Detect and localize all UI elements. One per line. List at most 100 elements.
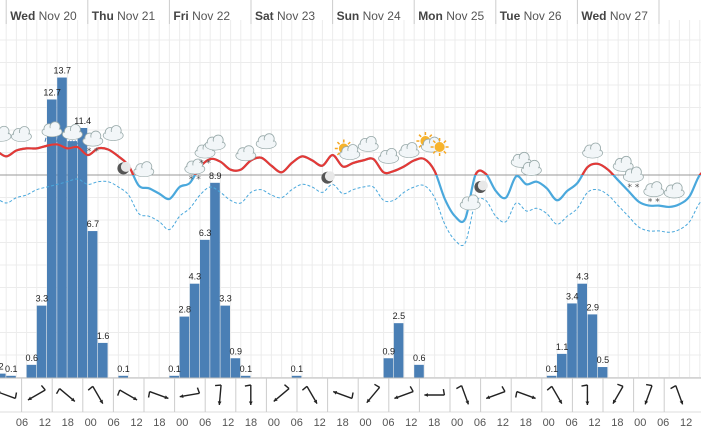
wind-barb xyxy=(215,384,222,387)
rain-drop xyxy=(44,137,47,142)
wind-head xyxy=(558,399,562,404)
wind-head xyxy=(486,395,491,400)
precip-value-label: 6.7 xyxy=(87,219,100,229)
wind-head xyxy=(465,400,470,405)
snow-cloud-icon: * * xyxy=(82,130,104,157)
rain-drop xyxy=(56,137,59,142)
day-label: Mon Nov 25 xyxy=(418,9,484,23)
cloud-part xyxy=(379,154,398,164)
hour-label: 18 xyxy=(611,417,623,429)
sun-ray xyxy=(432,150,436,154)
sun-core xyxy=(434,142,445,153)
snow-flakes: * * xyxy=(648,198,660,208)
moon-shape xyxy=(324,171,335,182)
wind-barb xyxy=(645,383,653,387)
hour-label: 18 xyxy=(428,417,440,429)
day-date: Nov 23 xyxy=(277,9,315,23)
cloud-part xyxy=(665,189,684,198)
cloud-part xyxy=(461,201,480,210)
rain-drop xyxy=(50,137,53,142)
precip-value-label: 0.1 xyxy=(168,364,181,374)
precip-bar xyxy=(546,375,557,378)
wind-barb xyxy=(284,384,290,390)
wind-barb xyxy=(147,391,151,398)
precip-value-label: 0.9 xyxy=(229,346,242,356)
day-name: Mon xyxy=(418,9,446,23)
precip-bar xyxy=(36,305,47,378)
day-label: Wed Nov 20 xyxy=(10,9,77,23)
precip-value-label: 4.3 xyxy=(576,272,589,282)
hour-label: 06 xyxy=(474,417,486,429)
hour-label: 00 xyxy=(543,417,555,429)
precip-value-label: 0.1 xyxy=(117,364,130,374)
cloud-part xyxy=(195,149,215,158)
precip-value-label: 13.7 xyxy=(54,66,72,76)
wind-head xyxy=(613,399,617,404)
moon-shape xyxy=(477,180,488,191)
moon-icon xyxy=(474,180,488,193)
precip-bar xyxy=(47,99,57,378)
precip-bar xyxy=(220,305,230,378)
sun-ray xyxy=(443,150,447,154)
wind-barb xyxy=(546,385,553,391)
wind-head xyxy=(531,395,536,400)
hour-label: 12 xyxy=(39,417,51,429)
precip-bar xyxy=(179,316,190,378)
cloud-icon xyxy=(582,142,603,159)
precip-bar xyxy=(26,364,37,378)
wind-arrow-icon xyxy=(515,390,536,400)
precip-value-label: 0.6 xyxy=(413,353,426,363)
day-label: Wed Nov 27 xyxy=(581,9,648,23)
day-name: Wed xyxy=(581,9,609,23)
precip-bar xyxy=(0,373,6,378)
wind-arrow-icon xyxy=(301,385,318,405)
hour-label: 12 xyxy=(497,417,509,429)
precip-value-label: 11.4 xyxy=(74,116,91,126)
wind-head xyxy=(164,395,169,400)
wind-arrow-icon xyxy=(485,386,506,400)
wind-barb xyxy=(14,392,18,399)
rain-drop xyxy=(67,140,70,145)
wind-arrow-icon xyxy=(581,384,590,405)
day-date: Nov 24 xyxy=(363,9,401,23)
precipitation-labels: 20.10.63.312.713.710.811.46.71.60.10.12.… xyxy=(0,66,609,374)
precip-bar xyxy=(189,283,200,378)
hour-label: 06 xyxy=(657,417,669,429)
rain-drop xyxy=(47,137,50,142)
cloud-part xyxy=(522,166,541,176)
wind-head xyxy=(0,390,1,393)
dewpoint-line xyxy=(0,178,701,247)
cloud-part xyxy=(583,149,602,158)
day-date: Nov 27 xyxy=(610,9,648,23)
rain-cloud-icon xyxy=(62,123,83,145)
wind-arrow-icon xyxy=(0,390,18,400)
cloud-part xyxy=(236,151,255,161)
hour-label: 12 xyxy=(222,417,234,429)
precip-value-label: 12.7 xyxy=(43,87,61,97)
cloud-icon xyxy=(357,135,379,152)
precip-value-label: 3.3 xyxy=(36,294,49,304)
wind-head xyxy=(133,396,138,400)
precip-value-label: 0.5 xyxy=(597,355,610,365)
hour-label: 12 xyxy=(130,417,142,429)
precip-bar xyxy=(210,182,220,378)
cloud-icon xyxy=(459,194,481,211)
hour-label: 06 xyxy=(565,417,577,429)
wind-barb xyxy=(501,386,506,392)
wind-barb xyxy=(442,388,446,396)
sun-ray xyxy=(432,140,436,144)
precip-value-label: 3.3 xyxy=(219,294,232,304)
snow-flakes: * * xyxy=(627,183,639,193)
hour-label: 00 xyxy=(176,417,188,429)
precip-value-label: 0.6 xyxy=(25,353,38,363)
day-date: Nov 26 xyxy=(524,9,562,23)
hour-label: 06 xyxy=(382,417,394,429)
rain-drop xyxy=(73,140,76,145)
partly-cloudy-icon xyxy=(10,126,32,142)
precip-bar xyxy=(557,353,567,378)
precip-bar xyxy=(87,231,98,378)
cloud-part xyxy=(0,132,11,141)
wind-barb xyxy=(374,383,380,388)
wind-barb xyxy=(301,385,308,391)
precip-bar xyxy=(414,364,424,378)
